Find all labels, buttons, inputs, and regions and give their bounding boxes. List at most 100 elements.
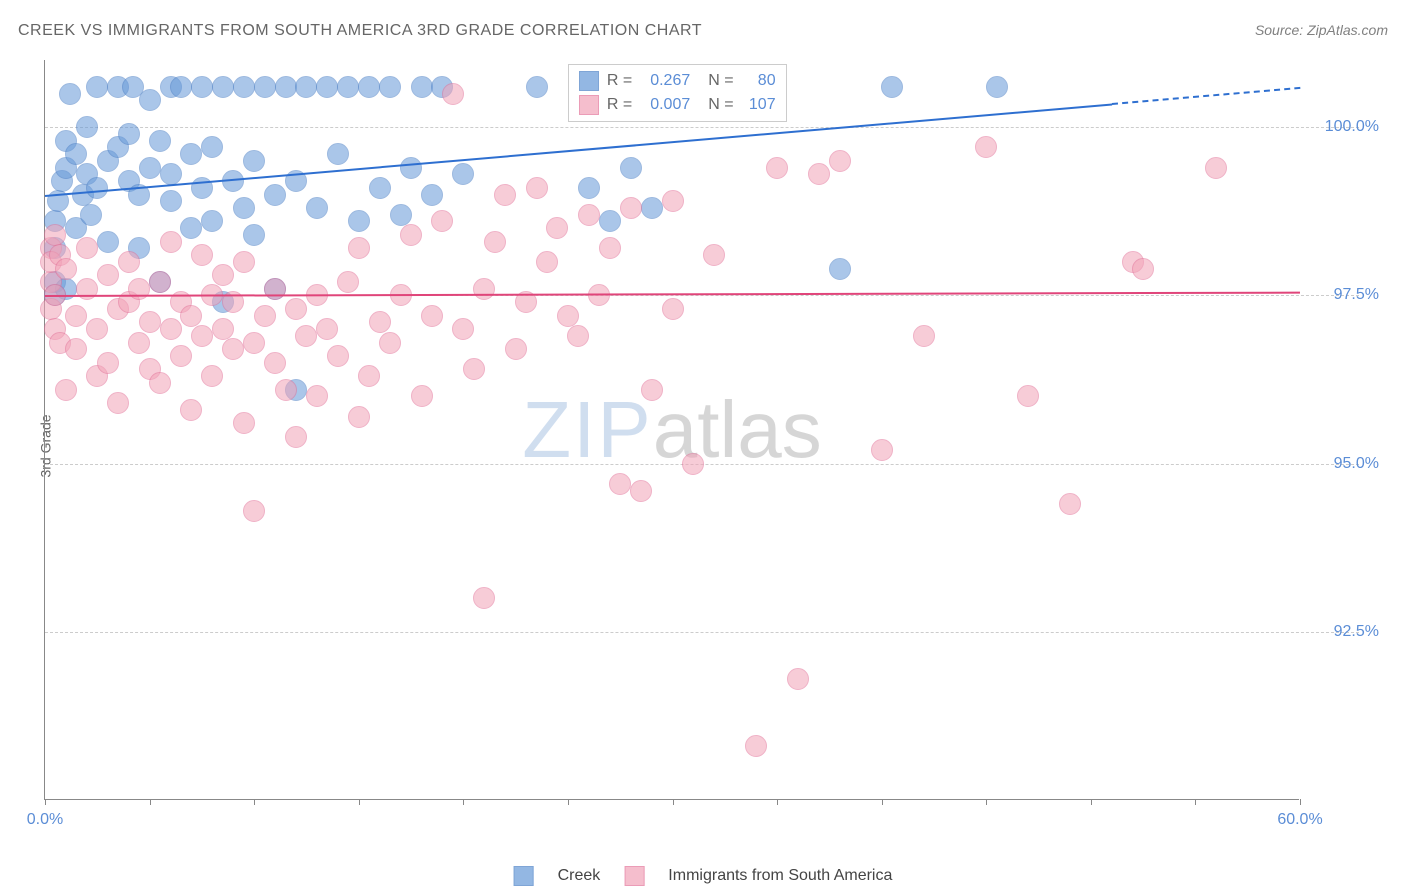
r-value: 0.007 bbox=[640, 96, 690, 114]
x-tick bbox=[463, 799, 464, 805]
y-tick-label: 95.0% bbox=[1334, 455, 1379, 473]
data-point bbox=[829, 150, 851, 172]
data-point bbox=[285, 426, 307, 448]
data-point bbox=[201, 210, 223, 232]
correlation-legend-row: R =0.267N =80 bbox=[579, 69, 776, 93]
data-point bbox=[97, 231, 119, 253]
data-point bbox=[599, 210, 621, 232]
data-point bbox=[620, 197, 642, 219]
data-point bbox=[86, 177, 108, 199]
data-point bbox=[118, 251, 140, 273]
data-point bbox=[348, 406, 370, 428]
data-point bbox=[505, 338, 527, 360]
data-point bbox=[233, 412, 255, 434]
data-point bbox=[201, 136, 223, 158]
data-point bbox=[254, 305, 276, 327]
data-point bbox=[212, 76, 234, 98]
data-point bbox=[191, 325, 213, 347]
data-point bbox=[567, 325, 589, 347]
data-point bbox=[59, 83, 81, 105]
data-point bbox=[76, 237, 98, 259]
data-point bbox=[180, 399, 202, 421]
data-point bbox=[348, 210, 370, 232]
scatter-plot-area: ZIPatlas 100.0%97.5%95.0%92.5%0.0%60.0%R… bbox=[44, 60, 1299, 800]
data-point bbox=[400, 224, 422, 246]
x-tick bbox=[777, 799, 778, 805]
y-tick-label: 97.5% bbox=[1334, 286, 1379, 304]
data-point bbox=[745, 735, 767, 757]
data-point bbox=[609, 473, 631, 495]
r-label: R = bbox=[607, 72, 632, 90]
data-point bbox=[1059, 493, 1081, 515]
data-point bbox=[421, 305, 443, 327]
legend-label-immigrants: Immigrants from South America bbox=[668, 867, 892, 885]
data-point bbox=[662, 190, 684, 212]
data-point bbox=[881, 76, 903, 98]
data-point bbox=[160, 318, 182, 340]
data-point bbox=[222, 338, 244, 360]
data-point bbox=[463, 358, 485, 380]
x-tick bbox=[1195, 799, 1196, 805]
data-point bbox=[913, 325, 935, 347]
data-point bbox=[473, 587, 495, 609]
x-tick-label: 0.0% bbox=[27, 811, 63, 829]
data-point bbox=[149, 372, 171, 394]
data-point bbox=[160, 231, 182, 253]
n-label: N = bbox=[708, 96, 733, 114]
data-point bbox=[379, 76, 401, 98]
data-point bbox=[431, 210, 453, 232]
data-point bbox=[264, 184, 286, 206]
data-point bbox=[243, 500, 265, 522]
legend-swatch bbox=[579, 71, 599, 91]
data-point bbox=[411, 385, 433, 407]
data-point bbox=[703, 244, 725, 266]
data-point bbox=[97, 264, 119, 286]
x-tick bbox=[568, 799, 569, 805]
data-point bbox=[411, 76, 433, 98]
data-point bbox=[337, 271, 359, 293]
data-point bbox=[379, 332, 401, 354]
data-point bbox=[526, 76, 548, 98]
data-point bbox=[337, 76, 359, 98]
data-point bbox=[160, 190, 182, 212]
data-point bbox=[421, 184, 443, 206]
data-point bbox=[275, 379, 297, 401]
data-point bbox=[316, 76, 338, 98]
r-label: R = bbox=[607, 96, 632, 114]
x-tick-label: 60.0% bbox=[1277, 811, 1322, 829]
data-point bbox=[191, 76, 213, 98]
x-tick bbox=[359, 799, 360, 805]
data-point bbox=[400, 157, 422, 179]
gridline bbox=[45, 632, 1359, 633]
data-point bbox=[128, 332, 150, 354]
data-point bbox=[557, 305, 579, 327]
data-point bbox=[442, 83, 464, 105]
data-point bbox=[65, 305, 87, 327]
legend-swatch-creek bbox=[514, 866, 534, 886]
x-tick bbox=[1300, 799, 1301, 805]
data-point bbox=[254, 76, 276, 98]
data-point bbox=[233, 76, 255, 98]
data-point bbox=[243, 332, 265, 354]
data-point bbox=[295, 76, 317, 98]
data-point bbox=[44, 224, 66, 246]
legend-label-creek: Creek bbox=[558, 867, 601, 885]
watermark-part1: ZIP bbox=[522, 385, 652, 474]
data-point bbox=[306, 385, 328, 407]
data-point bbox=[1205, 157, 1227, 179]
data-point bbox=[630, 480, 652, 502]
data-point bbox=[243, 150, 265, 172]
data-point bbox=[180, 143, 202, 165]
data-point bbox=[348, 237, 370, 259]
data-point bbox=[641, 197, 663, 219]
data-point bbox=[494, 184, 516, 206]
data-point bbox=[682, 453, 704, 475]
data-point bbox=[452, 318, 474, 340]
chart-title: CREEK VS IMMIGRANTS FROM SOUTH AMERICA 3… bbox=[18, 22, 702, 40]
data-point bbox=[212, 318, 234, 340]
data-point bbox=[484, 231, 506, 253]
data-point bbox=[86, 76, 108, 98]
data-point bbox=[327, 143, 349, 165]
data-point bbox=[599, 237, 621, 259]
data-point bbox=[578, 177, 600, 199]
